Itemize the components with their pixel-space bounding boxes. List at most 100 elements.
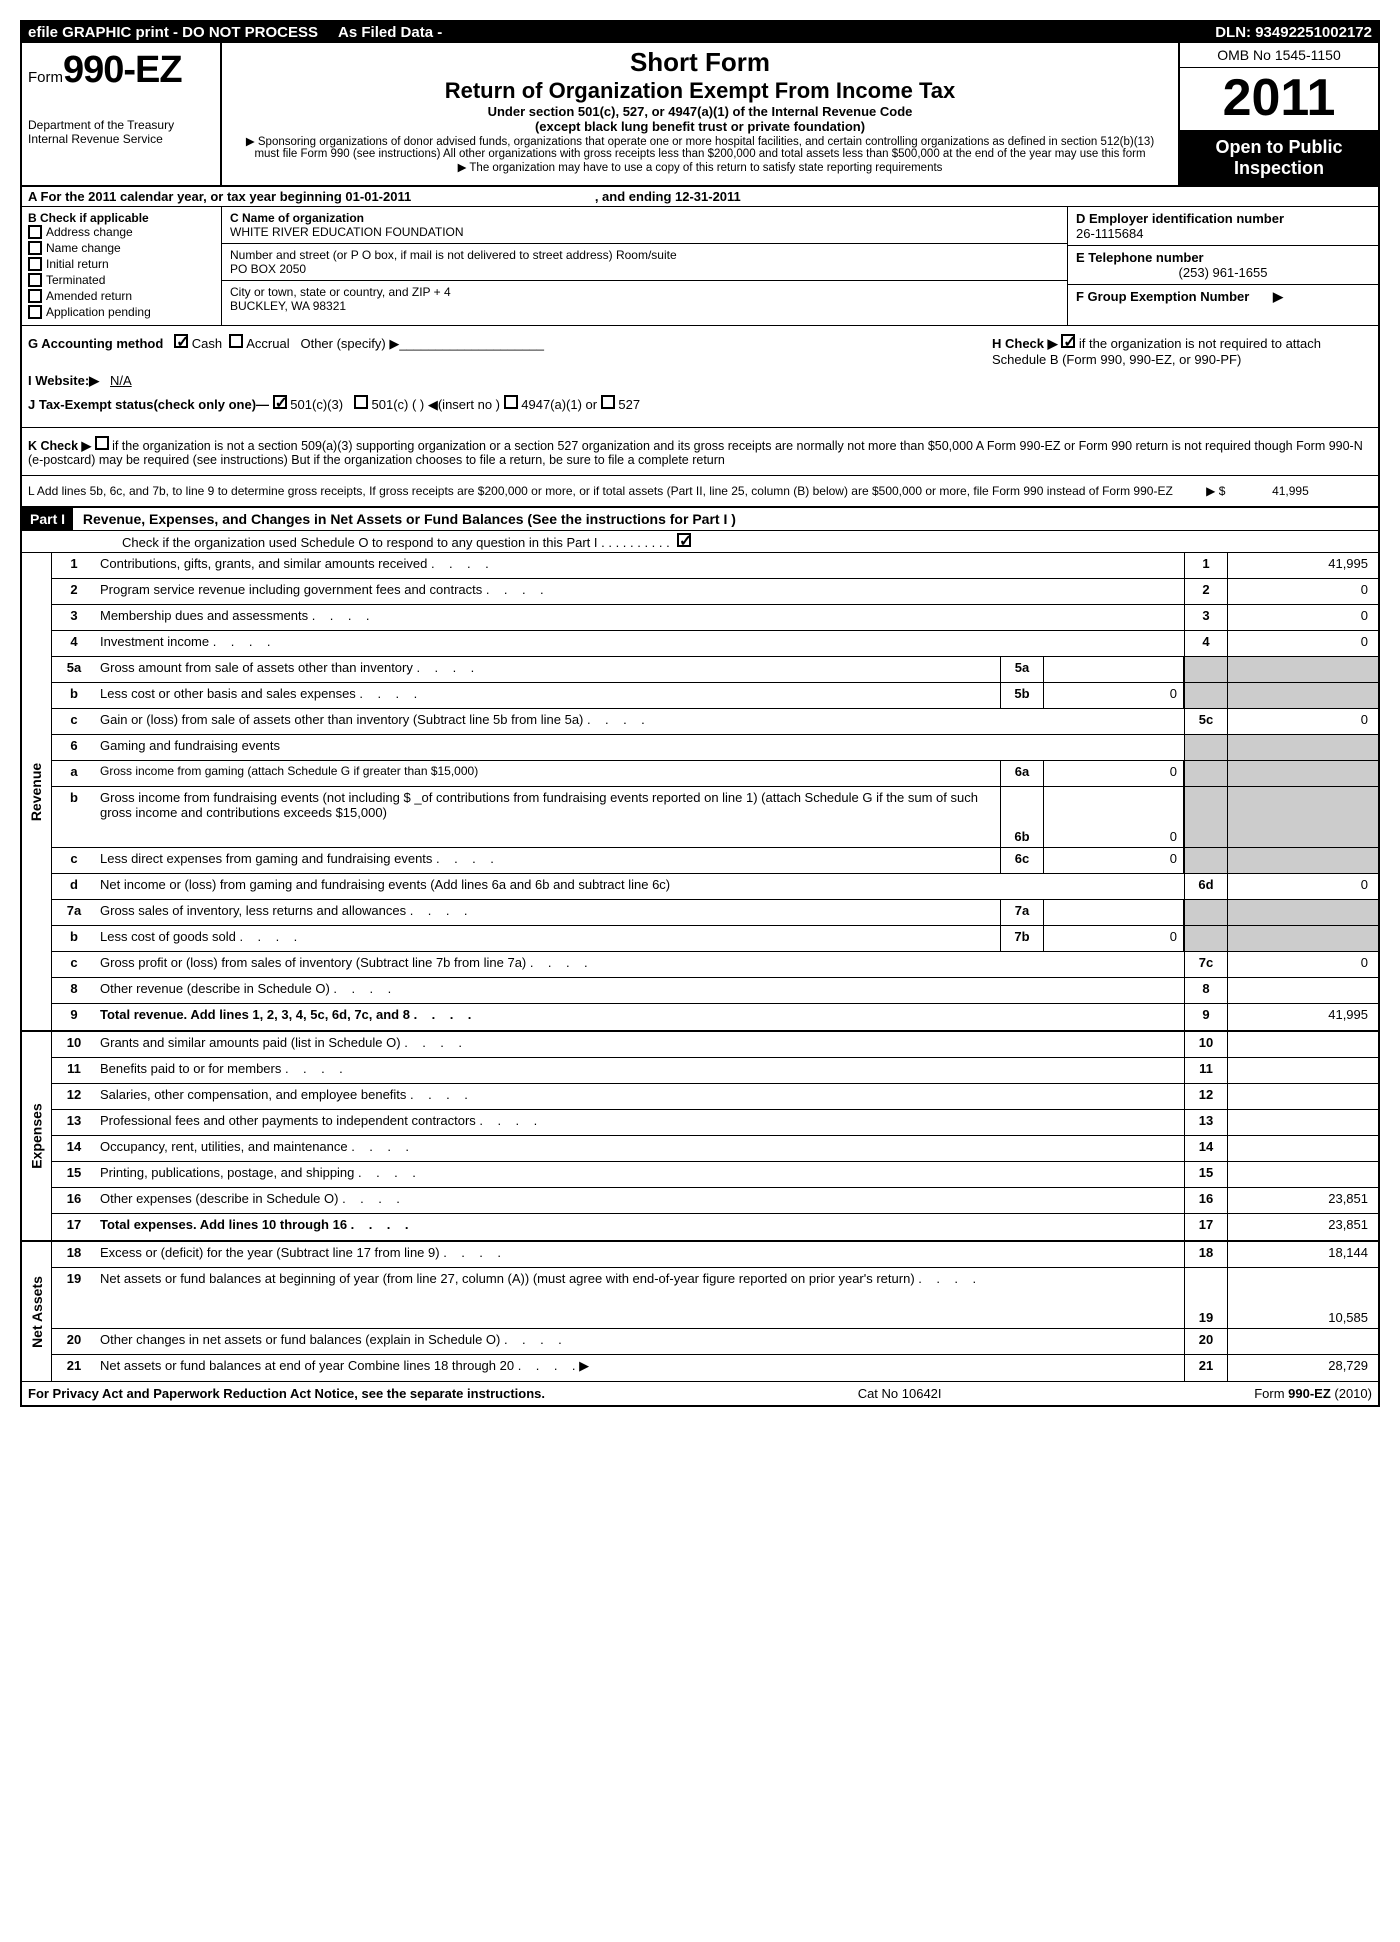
colb-checkbox[interactable] [28,257,42,271]
line-desc: Less direct expenses from gaming and fun… [96,848,1000,873]
form-line: 20Other changes in net assets or fund ba… [52,1329,1378,1355]
expense-lines: 10Grants and similar amounts paid (list … [52,1032,1378,1240]
line-number: c [52,952,96,977]
accrual-checkbox[interactable] [229,334,243,348]
line-right-num: 2 [1184,579,1228,604]
k-checkbox[interactable] [95,436,109,450]
j-527-checkbox[interactable] [601,395,615,409]
line-number: b [52,926,96,951]
line-number: 20 [52,1329,96,1354]
col-b: B Check if applicable Address changeName… [22,207,222,325]
line-right-val-grey [1228,657,1378,682]
form-line: 2Program service revenue including gover… [52,579,1378,605]
line-right-num: 15 [1184,1162,1228,1187]
line-desc: Professional fees and other payments to … [96,1110,1184,1135]
line-right-num-grey [1184,735,1228,760]
revenue-label: Revenue [29,762,45,820]
line-j: J Tax-Exempt status(check only one)— 501… [28,395,1372,413]
line-desc: Gross amount from sale of assets other t… [96,657,1000,682]
j-4947-checkbox[interactable] [504,395,518,409]
line-right-num: 5c [1184,709,1228,734]
colb-checkbox[interactable] [28,289,42,303]
org-name-block: C Name of organization WHITE RIVER EDUCA… [222,207,1067,244]
line-right-val: 28,729 [1228,1355,1378,1381]
line-right-num: 18 [1184,1242,1228,1267]
g-cash: Cash [192,336,222,351]
line-number: 13 [52,1110,96,1135]
line-desc: Salaries, other compensation, and employ… [96,1084,1184,1109]
line-right-val-grey [1228,926,1378,951]
line-number: 11 [52,1058,96,1083]
colb-checkbox[interactable] [28,273,42,287]
g-other: Other (specify) ▶ [300,336,399,351]
check-o-row: Check if the organization used Schedule … [22,531,1378,553]
col-b-header: B Check if applicable [28,211,215,225]
part1-title: Revenue, Expenses, and Changes in Net As… [77,509,742,529]
colb-checkbox[interactable] [28,305,42,319]
line-right-num: 4 [1184,631,1228,656]
line-desc: Gaming and fundraising events [96,735,1184,760]
line-right-val: 0 [1228,952,1378,977]
open-public: Open to Public Inspection [1180,131,1378,185]
l-text: L Add lines 5b, 6c, and 7b, to line 9 to… [28,484,1173,498]
k-text: if the organization is not a section 509… [28,439,1363,467]
line-right-num: 11 [1184,1058,1228,1083]
j-4947: 4947(a)(1) or [521,397,597,412]
footer-right: Form 990-EZ (2010) [1254,1386,1372,1401]
line-right-val: 0 [1228,631,1378,656]
line-mid-val: 0 [1044,787,1184,847]
cash-checkbox[interactable] [174,334,188,348]
line-number: a [52,761,96,786]
colb-checkbox[interactable] [28,241,42,255]
line-right-val: 0 [1228,709,1378,734]
form-990ez: efile GRAPHIC print - DO NOT PROCESS As … [20,20,1380,1407]
line-k: K Check ▶ if the organization is not a s… [22,428,1378,476]
middle-block: G Accounting method Cash Accrual Other (… [22,326,1378,428]
j-501c-checkbox[interactable] [354,395,368,409]
h-checkbox[interactable] [1061,334,1075,348]
line-right-val-grey [1228,683,1378,708]
form-line: 11Benefits paid to or for members11 [52,1058,1378,1084]
form-line: cGain or (loss) from sale of assets othe… [52,709,1378,735]
dept1: Department of the Treasury [28,118,214,132]
line-right-val: 0 [1228,579,1378,604]
line-right-val [1228,1329,1378,1354]
j-501c3-checkbox[interactable] [273,395,287,409]
line-right-num: 14 [1184,1136,1228,1161]
ein-label: D Employer identification number [1076,211,1370,226]
line-desc: Net assets or fund balances at beginning… [96,1268,1184,1328]
line-right-num-grey [1184,900,1228,925]
form-line: 19Net assets or fund balances at beginni… [52,1268,1378,1329]
group-arrow: ▶ [1273,289,1283,304]
line-l: L Add lines 5b, 6c, and 7b, to line 9 to… [22,476,1378,508]
line-desc: Gain or (loss) from sale of assets other… [96,709,1184,734]
h-label: H Check ▶ [992,336,1058,351]
header-center: Short Form Return of Organization Exempt… [222,43,1178,185]
group-block: F Group Exemption Number ▶ [1068,285,1378,309]
colb-item: Address change [28,225,215,239]
note2: ▶ The organization may have to use a cop… [232,160,1168,174]
col-c: C Name of organization WHITE RIVER EDUCA… [222,207,1068,325]
check-o-checkbox[interactable] [677,533,691,547]
colb-label: Address change [46,225,133,239]
line-mid-num: 7b [1000,926,1044,951]
line-number: c [52,709,96,734]
line-right-num: 1 [1184,553,1228,578]
line-mid-num: 5b [1000,683,1044,708]
line-mid-val [1044,657,1184,682]
tax-year: 2011 [1180,68,1378,131]
line-desc: Contributions, gifts, grants, and simila… [96,553,1184,578]
line-right-val: 10,585 [1228,1268,1378,1328]
header-right: OMB No 1545-1150 2011 Open to Public Ins… [1178,43,1378,185]
colb-checkbox[interactable] [28,225,42,239]
line-desc: Gross income from gaming (attach Schedul… [96,761,1000,786]
ein-value: 26-1115684 [1076,226,1370,241]
colb-label: Terminated [46,273,105,287]
line-mid-num: 6a [1000,761,1044,786]
line-number: 4 [52,631,96,656]
line-right-num: 6d [1184,874,1228,899]
revenue-section: Revenue 1Contributions, gifts, grants, a… [22,553,1378,1030]
line-desc: Net assets or fund balances at end of ye… [96,1355,1184,1381]
line-number: 15 [52,1162,96,1187]
line-number: 17 [52,1214,96,1240]
